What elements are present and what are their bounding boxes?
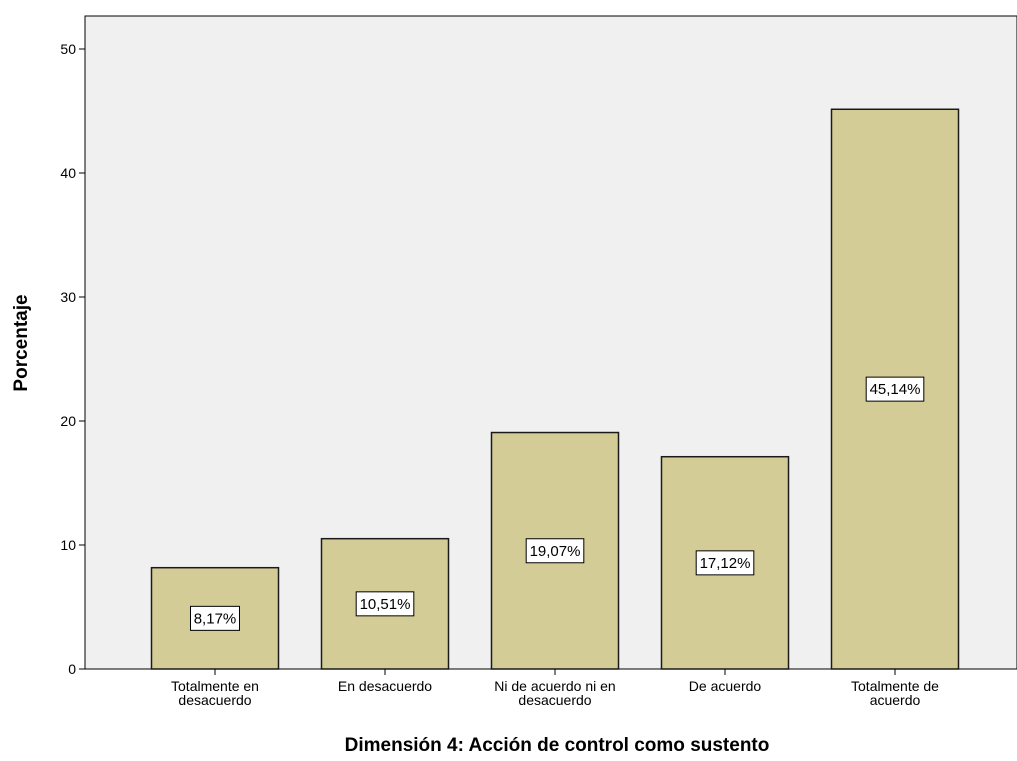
data-label: 8,17%: [194, 610, 237, 627]
data-label: 17,12%: [700, 555, 751, 572]
bars: 8,17% 10,51% 19,07% 17,12% 45,14%: [150, 108, 960, 670]
y-axis-title: Porcentaje: [11, 294, 32, 391]
data-label-box: [865, 376, 925, 402]
y-axis: 0 10 20 30 40 50: [60, 41, 85, 677]
y-tick-label: 30: [60, 289, 76, 305]
x-axis: Totalmente en desacuerdo En desacuerdo Ni d…: [171, 669, 939, 708]
x-tick-label: En desacuerdo: [338, 678, 432, 694]
data-label: 45,14%: [870, 381, 921, 398]
x-tick-label: Totalmente en desacuerdo: [171, 678, 259, 708]
y-tick-label: 50: [60, 41, 76, 57]
y-tick-label: 20: [60, 413, 76, 429]
x-axis-title: Dimensión 4: Acción de control como sust…: [345, 735, 770, 756]
data-label-box: [190, 605, 240, 631]
x-tick-label: Ni de acuerdo ni en desacuerdo: [494, 678, 615, 708]
data-label: 19,07%: [530, 543, 581, 560]
y-tick-label: 40: [60, 165, 76, 181]
data-label-box: [695, 550, 755, 576]
data-label: 10,51%: [360, 596, 411, 613]
x-tick-label: De acuerdo: [689, 678, 762, 694]
y-tick-label: 0: [68, 661, 76, 677]
x-tick-label: Totalmente de acuerdo: [851, 678, 939, 708]
data-label-box: [355, 591, 415, 617]
data-label-box: [525, 538, 585, 564]
y-tick-label: 10: [60, 537, 76, 553]
